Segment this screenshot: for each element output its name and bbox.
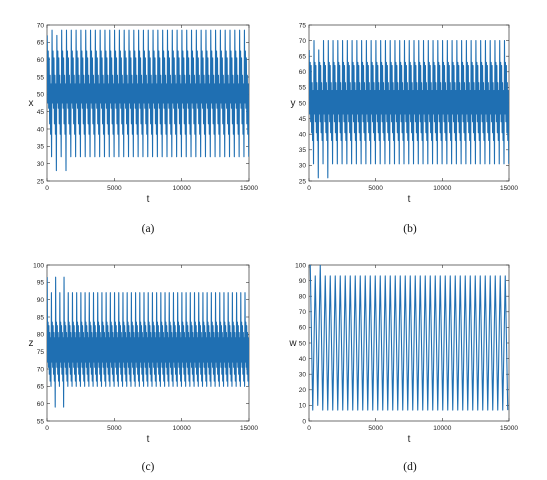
x-axis-label: t <box>147 194 150 205</box>
panel-d: 0 10 20 30 40 50 60 70 80 90 100 0 5000 10000 15000 t w <box>288 262 518 445</box>
y-tick-label: 80 <box>299 294 307 301</box>
x-tick-label: 5000 <box>107 185 122 192</box>
y-axis-label: y <box>291 98 296 109</box>
y-tick-label: 40 <box>37 126 45 133</box>
y-tick-label: 30 <box>299 163 307 170</box>
series-line <box>47 276 249 408</box>
y-tick-label: 55 <box>299 85 307 92</box>
y-tick-label: 30 <box>299 372 307 379</box>
y-tick-label: 70 <box>299 309 307 316</box>
x-axis-label: t <box>147 434 150 445</box>
y-tick-label: 35 <box>299 147 307 154</box>
x-tick-label: 0 <box>45 185 49 192</box>
panel-caption: (a) <box>142 223 155 235</box>
y-tick-label: 70 <box>299 38 307 45</box>
panel-c: 55 60 65 70 75 80 85 90 95 100 0 5000 10000 15000 t z <box>29 262 259 445</box>
y-tick-label: 45 <box>299 116 307 123</box>
y-tick-label: 30 <box>37 161 45 168</box>
y-tick-label: 65 <box>299 54 307 61</box>
y-tick-label: 0 <box>302 418 306 425</box>
y-tick-label: 75 <box>37 349 45 356</box>
y-tick-label: 100 <box>33 262 44 269</box>
x-tick-label: 5000 <box>368 185 383 192</box>
x-tick-label: 10000 <box>433 185 451 192</box>
x-tick-label: 5000 <box>107 425 122 432</box>
panel-caption: (d) <box>403 461 417 473</box>
y-tick-label: 35 <box>37 144 45 151</box>
y-tick-label: 90 <box>37 297 45 304</box>
y-tick-label: 10 <box>299 403 307 410</box>
y-tick-label: 50 <box>299 100 307 107</box>
x-tick-label: 15000 <box>500 185 518 192</box>
x-tick-label: 10000 <box>433 425 451 432</box>
y-tick-label: 55 <box>37 418 45 425</box>
y-tick-label: 40 <box>299 356 307 363</box>
x-tick-label: 15000 <box>240 425 258 432</box>
x-tick-label: 15000 <box>240 185 258 192</box>
series-line <box>47 29 249 172</box>
y-tick-label: 25 <box>37 178 45 185</box>
y-tick-label: 75 <box>299 22 307 29</box>
x-tick-label: 10000 <box>173 185 191 192</box>
panel-caption: (b) <box>403 223 417 235</box>
y-tick-label: 100 <box>295 262 306 269</box>
y-tick-label: 55 <box>37 74 45 81</box>
y-tick-label: 65 <box>37 384 45 391</box>
y-tick-label: 20 <box>299 387 307 394</box>
y-axis-label: z <box>29 338 34 349</box>
x-tick-label: 0 <box>307 425 311 432</box>
panel-a: 25 30 35 40 45 50 55 60 65 70 0 5000 10000 15000 t x <box>29 22 259 205</box>
y-tick-label: 65 <box>37 40 45 47</box>
y-tick-label: 70 <box>37 366 45 373</box>
plot-frame <box>46 24 250 182</box>
x-tick-label: 0 <box>45 425 49 432</box>
y-tick-label: 80 <box>37 332 45 339</box>
panel-caption: (c) <box>142 461 155 473</box>
x-axis-label: t <box>408 434 411 445</box>
series-line <box>309 40 509 179</box>
x-tick-label: 0 <box>307 185 311 192</box>
y-tick-label: 25 <box>299 178 307 185</box>
y-tick-label: 70 <box>37 22 45 29</box>
y-tick-label: 85 <box>37 314 45 321</box>
y-tick-label: 95 <box>37 280 45 287</box>
x-tick-label: 10000 <box>173 425 191 432</box>
y-tick-label: 90 <box>299 278 307 285</box>
y-tick-label: 60 <box>37 57 45 64</box>
y-tick-label: 45 <box>37 109 45 116</box>
y-tick-label: 50 <box>299 340 307 347</box>
y-axis-label: w <box>288 338 297 349</box>
y-tick-label: 60 <box>299 69 307 76</box>
y-tick-label: 40 <box>299 132 307 139</box>
panel-b: 25 30 35 40 45 50 55 60 65 70 75 0 5000 10000 15000 t y <box>291 22 519 205</box>
y-tick-label: 50 <box>37 92 45 99</box>
y-tick-label: 60 <box>37 401 45 408</box>
y-axis-label: x <box>29 98 34 109</box>
x-tick-label: 5000 <box>368 425 383 432</box>
x-tick-label: 15000 <box>500 425 518 432</box>
y-tick-label: 60 <box>299 325 307 332</box>
series-line <box>309 265 509 411</box>
x-axis-label: t <box>408 194 411 205</box>
